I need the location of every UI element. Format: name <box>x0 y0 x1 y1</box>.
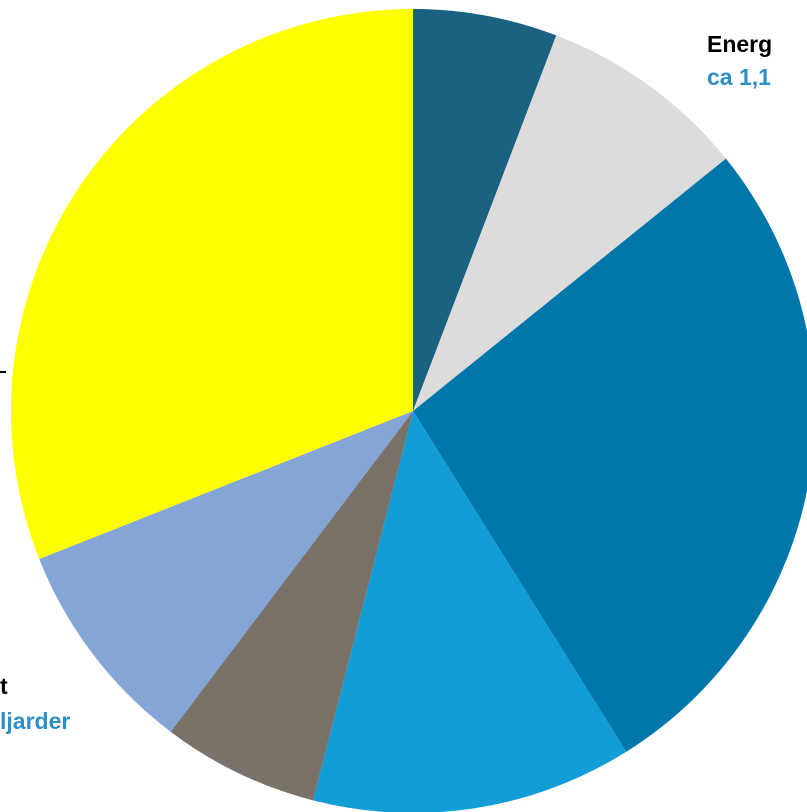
pie-slice-2 <box>413 35 726 412</box>
pie-slices <box>10 9 807 812</box>
pie-slice-1 <box>413 9 557 411</box>
label-left-tick <box>0 371 6 373</box>
pie-slice-5 <box>170 411 413 801</box>
label-top-right-name: Energ <box>707 31 773 57</box>
label-top-right-value: ca 1,1 <box>707 64 771 90</box>
pie-slice-7 <box>10 9 414 559</box>
label-bottom-left-name: t <box>0 673 8 699</box>
pie-slice-3 <box>413 158 807 752</box>
pie-slice-4 <box>313 411 627 812</box>
pie-slice-6 <box>39 411 413 732</box>
label-bottom-left-value: ljarder <box>0 708 71 734</box>
